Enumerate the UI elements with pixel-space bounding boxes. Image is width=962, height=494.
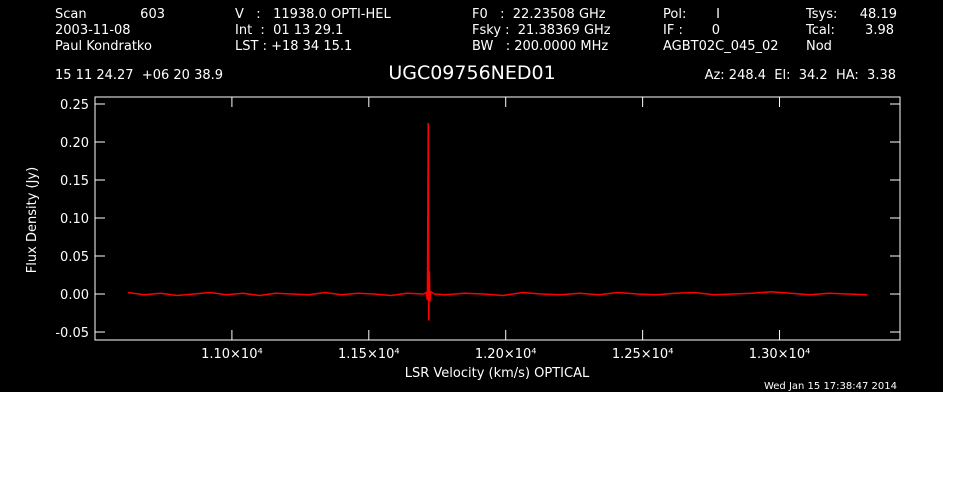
timestamp: Wed Jan 15 17:38:47 2014 <box>764 381 897 392</box>
header-field: Tsys: <box>805 7 837 22</box>
header-field: LST : +18 34 15.1 <box>235 39 352 54</box>
header-field: Int : 01 13 29.1 <box>235 23 343 38</box>
y-tick-label: -0.05 <box>55 326 89 341</box>
x-tick-label: 1.25×10⁴ <box>612 347 674 362</box>
pointing: Az: 248.4 El: 34.2 HA: 3.38 <box>705 68 896 83</box>
header-field: I <box>716 7 720 22</box>
header-field: IF : <box>663 23 683 38</box>
header-field: Pol: <box>663 7 686 22</box>
y-tick-label: 0.20 <box>60 136 89 151</box>
y-tick-label: 0.05 <box>60 250 89 265</box>
x-tick-label: 1.20×10⁴ <box>475 347 537 362</box>
y-tick-label: 0.25 <box>60 98 89 113</box>
y-tick-label: 0.15 <box>60 174 89 189</box>
chart-title: UGC09756NED01 <box>388 62 555 84</box>
y-axis-label: Flux Density (Jy) <box>25 167 40 273</box>
header-field: Nod <box>806 39 832 54</box>
header-field: V : 11938.0 OPTI-HEL <box>235 7 391 22</box>
x-tick-label: 1.15×10⁴ <box>338 347 400 362</box>
x-tick-label: 1.30×10⁴ <box>749 347 811 362</box>
header-field: 3.98 <box>865 23 894 38</box>
background <box>0 0 943 392</box>
spectrum-line <box>127 122 868 321</box>
header-field: Scan <box>55 7 87 22</box>
header-field: AGBT02C_045_02 <box>663 39 779 54</box>
x-tick-label: 1.10×10⁴ <box>201 347 263 362</box>
header-field: 0 <box>712 23 720 38</box>
header-field: 2003-11-08 <box>55 23 131 38</box>
y-tick-label: 0.10 <box>60 212 89 227</box>
header-field: F0 : 22.23508 GHz <box>472 7 606 22</box>
header-field: 603 <box>140 7 165 22</box>
x-axis-label: LSR Velocity (km/s) OPTICAL <box>405 366 590 381</box>
position: 15 11 24.27 +06 20 38.9 <box>55 68 223 83</box>
header-field: BW : 200.0000 MHz <box>472 39 608 54</box>
header-field: Paul Kondratko <box>55 39 152 54</box>
header-field: Tcal: <box>805 23 835 38</box>
y-tick-label: 0.00 <box>60 288 89 303</box>
header-field: Fsky : 21.38369 GHz <box>472 23 611 38</box>
header-field: 48.19 <box>860 7 897 22</box>
